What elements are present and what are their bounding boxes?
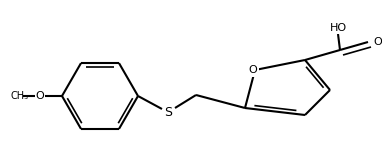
Text: O: O	[374, 37, 382, 47]
Text: O: O	[36, 91, 44, 101]
Text: HO: HO	[329, 23, 346, 33]
Text: O: O	[249, 65, 257, 75]
Text: CH₃: CH₃	[11, 91, 29, 101]
Text: S: S	[164, 106, 172, 120]
